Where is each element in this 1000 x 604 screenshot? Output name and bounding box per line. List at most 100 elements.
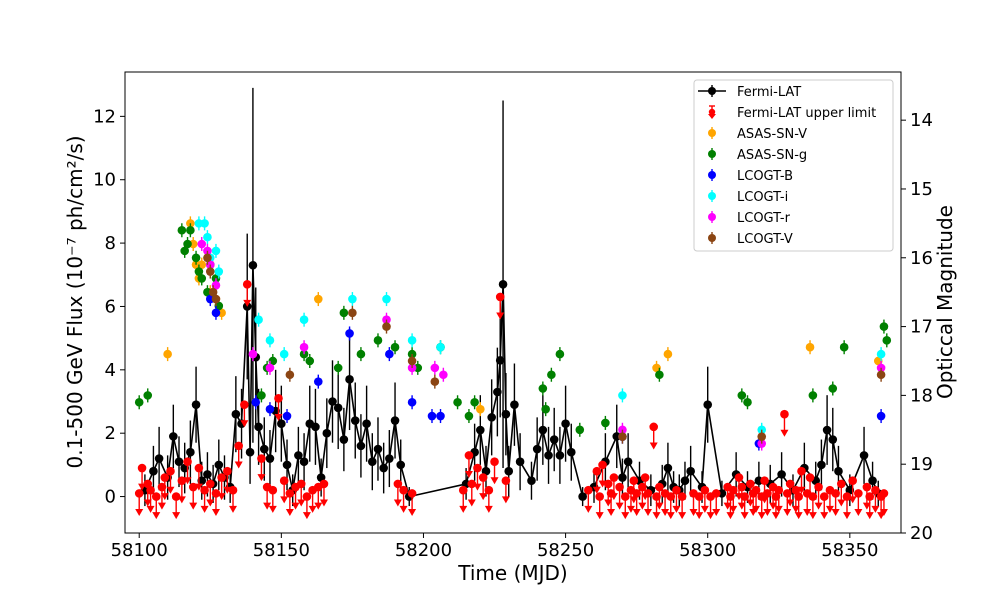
upper-limit-arrow-head [695,512,704,520]
fermi-lat-point [254,422,263,432]
upper-limit-arrow-head [783,508,792,516]
fermi-lat-point [265,454,275,463]
fermi-lat-point [333,403,343,413]
upper-limit-point [279,476,289,486]
legend-item-lcogt_v: LCOGT-V [708,232,793,247]
upper-limit-arrow-head [794,512,803,520]
upper-limit-arrow-head [706,512,715,520]
upper-limit-point [134,489,144,498]
upper-limit-arrow-head [268,505,277,513]
upper-limit-point [808,492,818,501]
upper-limit-arrow-head [604,499,613,507]
upper-limit-arrow-head [408,508,417,516]
upper-limit-arrow-head [729,505,738,513]
y-tick-label: 6 [105,296,116,317]
fermi-lat-point [277,419,286,428]
lcogt_v-point [285,370,295,380]
upper-limit-point [780,409,789,419]
fermi-lat-point [501,409,511,419]
upper-limit-arrow-head [194,483,203,491]
upper-limit-arrow-head [314,502,323,510]
lcogt_i-point [214,267,224,276]
upper-limit-arrow-head [135,508,144,516]
upper-limit-point [166,466,175,476]
upper-limit-point [296,479,306,489]
upper-limit-point [871,485,880,495]
fermi-lat-point [777,470,786,479]
lcogt_v-point [205,267,215,276]
lcogt_i-point [436,342,445,352]
lcogt_v-point [348,308,357,318]
fermi-lat-point [868,476,877,486]
fermi-lat-point [566,447,576,457]
upper-limit-point [760,476,769,486]
asassn_g-point [339,308,349,318]
legend-label: ASAS-SN-g [737,148,807,163]
upper-limit-point [490,457,499,467]
upper-limit-point [797,466,806,476]
lcogt_v-point [618,432,627,441]
upper-limit-arrow-head [757,512,766,520]
fermi-lat-point [299,457,309,467]
upper-limit-point [649,422,659,432]
y-right-tick-label: 20 [910,523,933,544]
upper-limit-arrow-head [737,502,746,510]
fermi-lat-point [618,473,627,482]
upper-limit-point [694,492,704,501]
fermi-lat-point [859,451,869,460]
fermi-lat-point [203,470,212,479]
fermi-lat-point [282,460,292,470]
lcogt_b-point [345,329,354,338]
upper-limit-point [879,489,889,498]
upper-limit-arrow-head [473,483,482,491]
legend-swatch-marker [708,129,716,137]
upper-limit-point [746,479,755,489]
upper-limit-arrow-head [726,512,735,520]
y-tick-label: 4 [105,360,116,381]
upper-limit-point [146,485,155,495]
upper-limit-point [592,466,602,476]
upper-limit-arrow-head [638,502,647,510]
legend-box [693,79,894,252]
upper-limit-arrow-head [629,496,638,504]
upper-limit-arrow-head [297,499,306,507]
legend-label: LCOGT-B [737,169,793,184]
upper-limit-point [609,473,619,482]
fermi-lat-point [154,454,164,463]
y-tick-label: 8 [105,233,116,254]
legend-item-lcogt_b: LCOGT-B [708,169,793,184]
upper-limit-arrow-head [217,493,226,501]
lcogt_i-point [200,219,209,228]
lcogt_i-point [211,246,221,256]
y-right-tick-label: 14 [910,110,933,131]
fermi-lat-point [498,279,508,289]
upper-limit-point [217,473,226,482]
x-tick-label: 58350 [821,540,878,561]
fermi-lat-point [703,400,713,409]
legend-swatch-marker [708,213,716,221]
asassn_v-point [663,349,673,359]
upper-limit-arrow-head [319,499,328,507]
asassn_g-point [390,342,400,352]
y-tick-label: 10 [93,170,116,191]
upper-limit-point [407,489,417,498]
fermi-lat-point [191,400,201,409]
legend: Fermi-LAT Fermi-LAT upper limit ASAS-SN-V A… [693,79,894,252]
upper-limit-arrow-head [769,502,778,510]
asassn_v-point [476,404,485,414]
fermi-lat-point [328,397,337,406]
asassn_g-point [839,342,849,352]
upper-limit-arrow-head [740,512,749,520]
lcogt_i-point [299,315,309,325]
x-tick-label: 58250 [537,540,594,561]
upper-limit-arrow-head [166,486,175,494]
y-axis-label: 0.1-500 GeV Flux (10⁻⁷ ph/cm²/s) [63,135,87,468]
legend-item-lcogt_r: LCOGT-r [708,211,791,226]
upper-limit-arrow-head [700,505,709,513]
lcogt_r-point [439,370,448,380]
upper-limit-arrow-head [490,477,499,485]
upper-limit-arrow-head [865,512,874,520]
fermi-lat-point [231,409,241,419]
upper-limit-arrow-head [172,512,181,520]
